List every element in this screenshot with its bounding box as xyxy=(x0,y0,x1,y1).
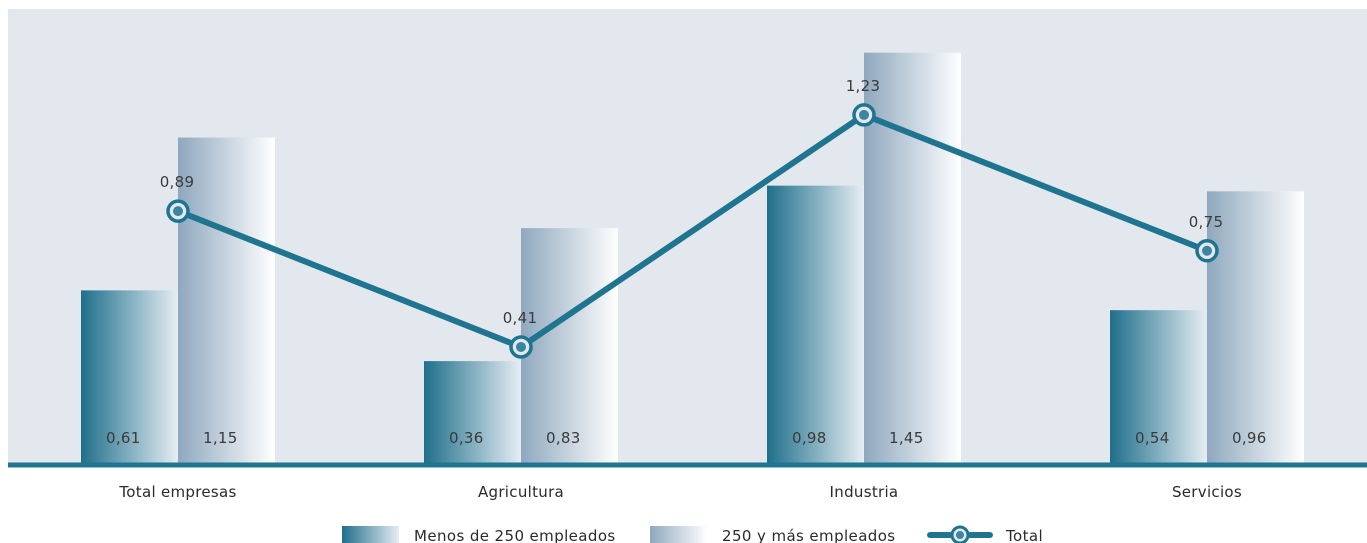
total-line xyxy=(175,111,1210,350)
bar-value-label: 1,45 xyxy=(889,429,924,447)
legend-label-total: Total xyxy=(1005,527,1043,543)
category-label: Agricultura xyxy=(478,483,564,501)
bar-menos-250-0 xyxy=(81,290,178,463)
bar-value-label: 1,15 xyxy=(203,429,238,447)
bar-menos-250-1 xyxy=(424,361,521,463)
category-label: Industria xyxy=(830,483,899,501)
category-label: Servicios xyxy=(1172,483,1242,501)
bar-250-mas-2 xyxy=(864,52,961,464)
bar-menos-250-3 xyxy=(1110,310,1207,463)
bar-value-label: 0,54 xyxy=(1135,429,1170,447)
category-label: Total empresas xyxy=(118,483,236,501)
total-marker-center xyxy=(1202,245,1212,256)
bar-value-label: 0,98 xyxy=(792,429,827,447)
total-value-label: 0,41 xyxy=(503,309,538,327)
bar-value-label: 0,96 xyxy=(1232,429,1267,447)
legend-swatch-menos-250 xyxy=(342,526,399,543)
bar-250-mas-0 xyxy=(178,137,275,464)
bar-value-label: 0,83 xyxy=(546,429,581,447)
legend-label-250-mas: 250 y más empleados xyxy=(722,527,896,543)
total-marker-center xyxy=(516,341,526,352)
total-value-label: 0,89 xyxy=(160,173,195,191)
bar-250-mas-3 xyxy=(1207,191,1304,463)
legend-label-menos-250: Menos de 250 empleados xyxy=(414,527,616,543)
total-marker-center xyxy=(859,109,869,120)
total-value-label: 1,23 xyxy=(846,77,881,95)
bar-menos-250-2 xyxy=(767,185,864,463)
bar-value-label: 0,61 xyxy=(106,429,141,447)
bar-250-mas-1 xyxy=(521,228,618,463)
total-value-label: 0,75 xyxy=(1189,213,1224,231)
legend-swatch-250-mas xyxy=(650,526,707,543)
total-marker-center xyxy=(173,206,183,217)
legend-swatch-total-center xyxy=(956,531,964,539)
bar-value-label: 0,36 xyxy=(449,429,484,447)
